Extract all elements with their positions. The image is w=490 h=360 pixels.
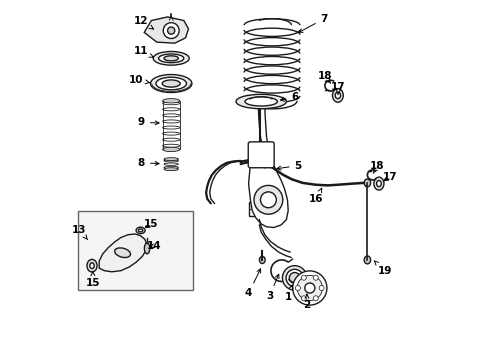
Ellipse shape bbox=[164, 159, 178, 162]
Ellipse shape bbox=[333, 89, 343, 102]
Ellipse shape bbox=[164, 158, 178, 161]
Text: 11: 11 bbox=[133, 46, 153, 57]
Ellipse shape bbox=[164, 166, 178, 169]
Ellipse shape bbox=[282, 266, 307, 290]
Ellipse shape bbox=[374, 177, 384, 190]
Ellipse shape bbox=[335, 92, 341, 99]
Text: 15: 15 bbox=[86, 272, 100, 288]
Bar bbox=[248, 202, 274, 216]
Ellipse shape bbox=[159, 54, 184, 63]
Polygon shape bbox=[248, 144, 288, 228]
Text: 17: 17 bbox=[331, 82, 346, 95]
Polygon shape bbox=[99, 234, 147, 272]
Text: 7: 7 bbox=[299, 14, 328, 32]
Text: 13: 13 bbox=[72, 225, 88, 240]
Circle shape bbox=[319, 285, 324, 291]
Circle shape bbox=[261, 192, 276, 208]
Circle shape bbox=[163, 23, 179, 39]
Ellipse shape bbox=[90, 263, 94, 269]
Ellipse shape bbox=[139, 229, 143, 232]
Ellipse shape bbox=[150, 75, 192, 93]
Text: 15: 15 bbox=[144, 219, 159, 229]
Circle shape bbox=[301, 275, 306, 280]
Circle shape bbox=[301, 296, 306, 301]
Ellipse shape bbox=[156, 77, 187, 90]
Text: 9: 9 bbox=[138, 117, 159, 127]
Text: 18: 18 bbox=[318, 71, 332, 84]
Ellipse shape bbox=[115, 248, 130, 257]
Ellipse shape bbox=[305, 283, 315, 293]
Circle shape bbox=[313, 296, 318, 301]
Circle shape bbox=[168, 27, 175, 34]
Text: 14: 14 bbox=[147, 240, 162, 251]
Ellipse shape bbox=[364, 256, 370, 264]
Text: 16: 16 bbox=[309, 188, 323, 204]
Circle shape bbox=[295, 285, 300, 291]
Ellipse shape bbox=[236, 94, 286, 109]
Text: 8: 8 bbox=[138, 158, 159, 168]
Text: 4: 4 bbox=[245, 269, 261, 298]
Text: 18: 18 bbox=[370, 161, 385, 174]
Text: 12: 12 bbox=[133, 16, 153, 29]
Ellipse shape bbox=[293, 271, 327, 305]
Ellipse shape bbox=[245, 97, 277, 106]
Ellipse shape bbox=[145, 243, 150, 254]
Bar bbox=[77, 211, 193, 290]
Circle shape bbox=[313, 275, 318, 280]
Text: 2: 2 bbox=[303, 294, 311, 310]
Ellipse shape bbox=[164, 56, 178, 61]
Text: 10: 10 bbox=[129, 75, 149, 85]
Text: 1: 1 bbox=[285, 285, 293, 302]
Ellipse shape bbox=[163, 147, 180, 152]
Polygon shape bbox=[144, 17, 189, 43]
Ellipse shape bbox=[289, 273, 300, 283]
Bar bbox=[253, 165, 270, 203]
Ellipse shape bbox=[259, 256, 265, 264]
Ellipse shape bbox=[286, 269, 303, 287]
Circle shape bbox=[254, 185, 283, 214]
Ellipse shape bbox=[162, 80, 180, 87]
Text: 17: 17 bbox=[382, 172, 397, 182]
Ellipse shape bbox=[164, 168, 178, 171]
Ellipse shape bbox=[136, 227, 145, 234]
Ellipse shape bbox=[164, 163, 178, 165]
Ellipse shape bbox=[364, 179, 370, 187]
Text: 6: 6 bbox=[280, 92, 299, 102]
Text: 3: 3 bbox=[266, 274, 279, 301]
Ellipse shape bbox=[153, 51, 189, 65]
Text: 19: 19 bbox=[374, 261, 392, 276]
Text: 5: 5 bbox=[277, 161, 302, 171]
FancyBboxPatch shape bbox=[248, 142, 274, 168]
Ellipse shape bbox=[163, 99, 180, 103]
Ellipse shape bbox=[377, 181, 381, 187]
Ellipse shape bbox=[87, 259, 97, 272]
Ellipse shape bbox=[297, 275, 322, 301]
